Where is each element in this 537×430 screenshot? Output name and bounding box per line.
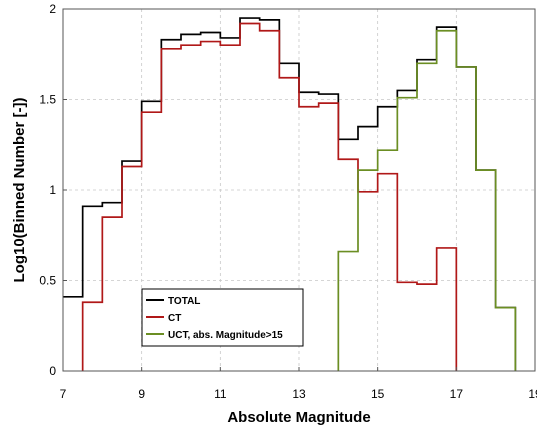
y-tick-label: 0: [49, 364, 56, 378]
x-tick-label: 17: [450, 387, 464, 401]
axis-ticks: 0 0.5 1 1.5 2 7 9 11 13 15 17 19: [39, 2, 537, 401]
series-uct-line: [337, 29, 517, 371]
y-tick-label: 1: [49, 183, 56, 197]
legend-label: CT: [168, 313, 181, 324]
x-tick-label: 13: [292, 387, 306, 401]
legend-items: TOTAL CT UCT, abs. Magnitude>15: [146, 296, 283, 341]
x-axis-title: Absolute Magnitude: [227, 409, 370, 426]
x-tick-label: 11: [214, 387, 227, 401]
y-tick-label: 2: [49, 2, 56, 16]
x-tick-label: 15: [371, 387, 385, 401]
x-tick-label: 9: [138, 387, 145, 401]
y-axis-title: Log10(Binned Number [-]): [11, 98, 28, 283]
y-tick-label: 1.5: [39, 93, 56, 107]
legend: TOTAL CT UCT, abs. Magnitude>15: [141, 288, 304, 347]
legend-label: TOTAL: [168, 296, 200, 307]
series-ct-line: [81, 22, 458, 371]
series-lines: [63, 17, 517, 371]
x-tick-label: 7: [60, 387, 67, 401]
legend-label: UCT, abs. Magnitude>15: [168, 330, 283, 341]
x-tick-label: 19: [528, 387, 537, 401]
y-tick-label: 0.5: [39, 274, 56, 288]
legend-box: [141, 288, 304, 347]
